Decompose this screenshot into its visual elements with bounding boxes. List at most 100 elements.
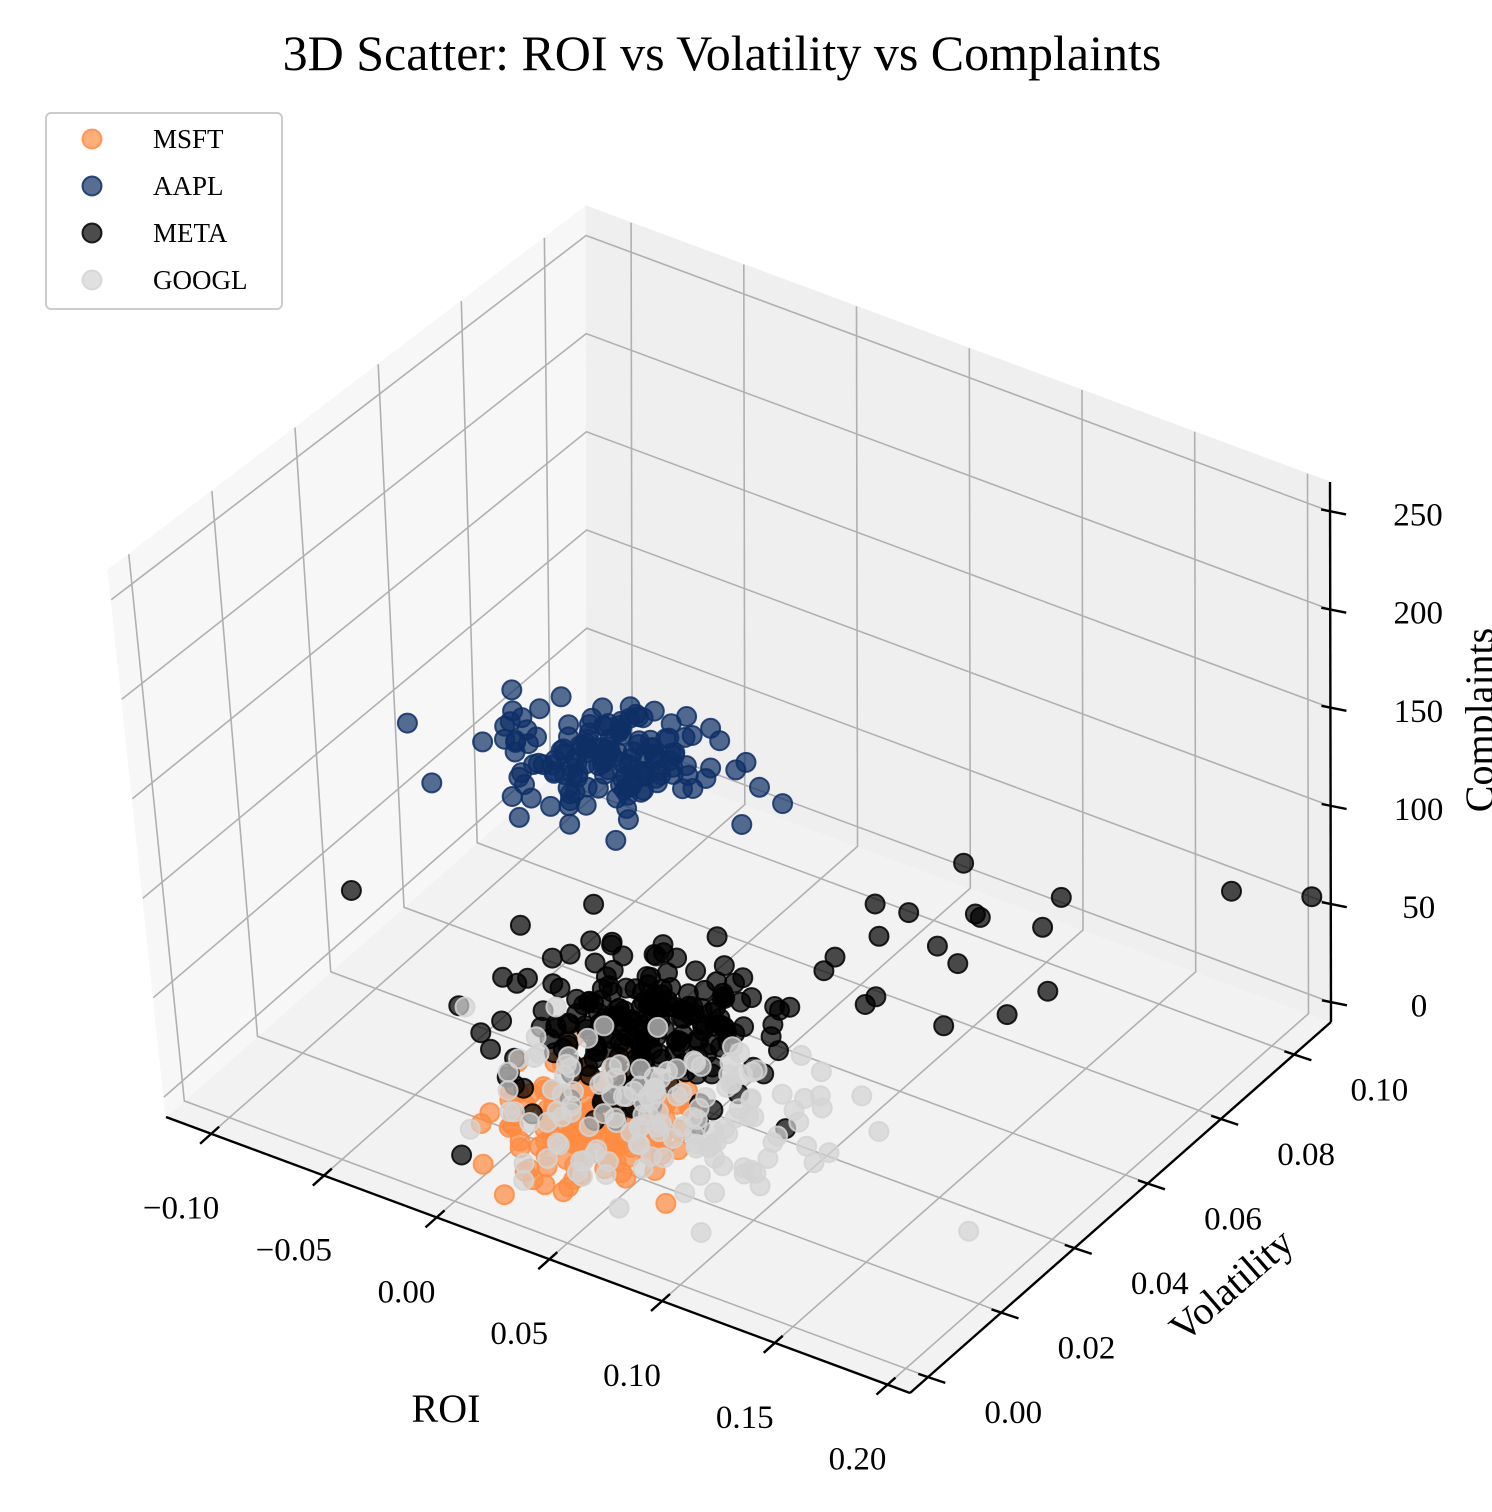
series-googl — [454, 996, 980, 1243]
data-point-googl — [541, 1079, 563, 1100]
grid-lines — [110, 222, 1332, 1386]
y-tick — [917, 1372, 946, 1385]
data-point-aapl — [550, 740, 572, 761]
z-tick — [1321, 606, 1347, 614]
data-point-meta — [623, 1027, 645, 1048]
legend-label-meta: META — [153, 218, 228, 248]
data-point-meta — [541, 947, 563, 969]
data-point-googl — [570, 1150, 592, 1172]
data-point-googl — [647, 1016, 669, 1038]
grid-line-y — [460, 300, 1222, 1120]
z-tick — [1321, 999, 1348, 1007]
data-point-aapl — [529, 698, 551, 720]
data-point-googl — [608, 1197, 630, 1219]
data-point-msft — [493, 1184, 515, 1206]
z-tick-label: 200 — [1393, 596, 1443, 632]
data-point-meta — [926, 935, 948, 957]
data-point-googl — [868, 1121, 890, 1142]
data-point-aapl — [508, 806, 530, 828]
data-point-meta — [898, 902, 920, 924]
data-point-meta — [779, 996, 801, 1018]
data-point-googl — [783, 1099, 805, 1121]
z-tick-label: 150 — [1394, 694, 1444, 730]
data-point-googl — [689, 1164, 711, 1186]
data-point-meta — [648, 1043, 670, 1065]
grid-line-z — [142, 529, 1331, 899]
y-tick-label: 0.04 — [1131, 1266, 1189, 1302]
y-tick-label: 0.08 — [1277, 1137, 1335, 1173]
x-tick — [312, 1167, 333, 1187]
data-point-googl — [637, 1104, 659, 1125]
data-point-googl — [537, 1148, 559, 1170]
data-point-meta — [933, 1015, 955, 1037]
data-point-aapl — [655, 728, 677, 750]
data-point-msft — [615, 1167, 637, 1189]
tick-marks: −0.10 −0.05 0.00 0.05 0.10 0.15 0.20 0.00 0.02 0.… — [143, 497, 1443, 1477]
data-point-aapl — [658, 750, 680, 772]
data-point-aapl — [494, 728, 515, 750]
data-point-googl — [645, 1083, 667, 1105]
data-point-aapl — [725, 759, 747, 781]
data-point-googl — [722, 1036, 743, 1058]
data-point-aapl — [772, 793, 794, 815]
series-aapl — [396, 679, 794, 851]
y-tick-label: 0.00 — [984, 1395, 1042, 1431]
data-point-meta — [685, 960, 707, 982]
data-point-meta — [660, 977, 682, 998]
data-point-meta — [451, 1144, 473, 1166]
data-point-aapl — [592, 697, 613, 719]
data-point-aapl — [558, 714, 580, 736]
data-point-googl — [546, 1132, 568, 1154]
data-point-googl — [749, 1175, 771, 1197]
x-tick-label: −0.10 — [143, 1191, 219, 1227]
data-point-aapl — [559, 813, 581, 835]
z-tick-label: 250 — [1393, 497, 1443, 533]
legend-marker-googl — [81, 269, 103, 291]
data-point-aapl — [532, 754, 554, 776]
data-point-aapl — [567, 763, 589, 785]
x-axis-label: ROI — [412, 1386, 481, 1431]
data-point-meta — [1221, 880, 1242, 902]
data-point-googl — [714, 1117, 736, 1139]
data-point-meta — [517, 967, 538, 989]
data-point-meta — [713, 1016, 735, 1038]
data-point-aapl — [695, 768, 717, 789]
x-tick-label: 0.20 — [829, 1442, 887, 1478]
x-tick — [650, 1293, 671, 1312]
data-point-googl — [690, 1055, 712, 1077]
data-point-googl — [810, 1061, 832, 1083]
data-point-meta — [470, 1022, 492, 1044]
data-point-googl — [958, 1220, 980, 1242]
data-point-aapl — [558, 795, 580, 817]
data-point-googl — [674, 1182, 696, 1204]
data-point-googl — [690, 1222, 712, 1243]
data-point-aapl — [540, 795, 562, 817]
data-point-meta — [566, 988, 588, 1010]
y-tick — [1210, 1114, 1239, 1126]
x-tick — [875, 1376, 897, 1396]
x-tick-label: 0.05 — [490, 1316, 548, 1352]
data-point-googl — [818, 1142, 840, 1164]
y-tick — [1064, 1243, 1093, 1255]
data-points — [340, 679, 1323, 1243]
data-point-meta — [1037, 980, 1059, 1002]
data-point-googl — [721, 1073, 743, 1095]
data-point-googl — [746, 1059, 768, 1081]
data-point-googl — [762, 1131, 784, 1153]
z-tick — [1321, 704, 1347, 712]
data-point-googl — [733, 1157, 755, 1179]
data-point-meta — [813, 960, 835, 982]
data-point-meta — [824, 946, 846, 968]
data-point-aapl — [593, 715, 614, 737]
data-point-googl — [592, 1071, 614, 1093]
grid-line-x — [774, 431, 1197, 1344]
legend-marker-aapl — [81, 175, 103, 197]
data-point-meta — [964, 903, 986, 925]
data-point-meta — [645, 945, 667, 967]
data-point-googl — [593, 1015, 615, 1037]
data-point-googl — [704, 1182, 726, 1204]
z-tick — [1321, 901, 1348, 909]
legend-marker-msft — [81, 128, 103, 150]
data-point-msft — [509, 1130, 531, 1152]
